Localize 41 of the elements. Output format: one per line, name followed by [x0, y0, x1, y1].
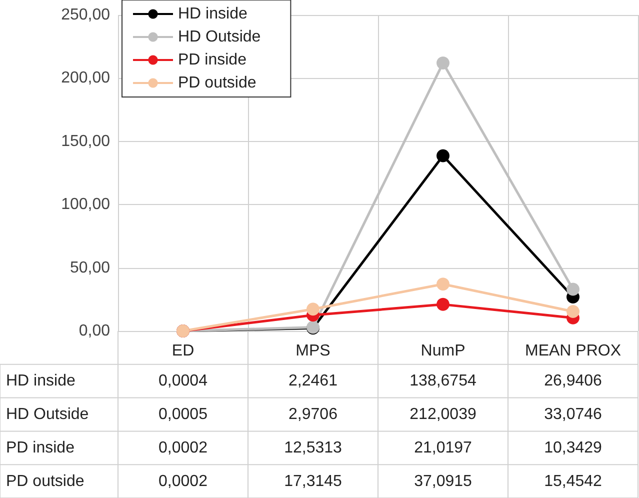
y-tick-label: 100,00: [61, 196, 110, 214]
data-label: 33,0746: [544, 406, 602, 423]
x-tick-label: NumP: [420, 342, 466, 360]
point: [436, 56, 450, 70]
y-tick-label: 200,00: [61, 70, 110, 87]
data-label: 15,4542: [544, 472, 602, 490]
data-label: 21,0197: [414, 439, 472, 456]
point: [436, 278, 450, 291]
point: [436, 298, 450, 311]
data-label: 0,0002: [158, 439, 208, 456]
point: [566, 282, 580, 296]
data-label: 2,2461: [288, 372, 338, 390]
text: HD inside: [6, 372, 76, 390]
data-label: 37,0915: [414, 472, 472, 490]
point: [436, 149, 450, 162]
text: PD inside: [6, 439, 74, 456]
x-tick-label: ED: [172, 342, 194, 360]
data-label: 12,5313: [284, 439, 342, 456]
legend-label: HD Outside: [178, 28, 261, 46]
y-tick-label: 150,00: [61, 132, 110, 150]
y-tick-label: 50,00: [70, 259, 110, 276]
point: [306, 302, 320, 316]
text: PD outside: [6, 472, 84, 490]
data-label: 17,3145: [284, 472, 342, 490]
legend-label: HD inside: [178, 6, 248, 22]
y-tick-label: 0,00: [78, 322, 110, 340]
text: HD Outside: [6, 406, 89, 423]
data-label: 2,9706: [288, 406, 338, 423]
point: [566, 304, 580, 318]
data-label: 10,3429: [544, 439, 602, 456]
y-tick-label: 250,00: [61, 6, 110, 24]
data-label: 26,9406: [544, 372, 602, 390]
data-label: 0,0004: [158, 372, 208, 390]
data-label: 0,0002: [158, 472, 208, 490]
legend-label: PD outside: [178, 74, 256, 92]
data-label: 212,0039: [410, 406, 476, 423]
legend-label: PD inside: [178, 52, 247, 68]
data-label: 0,0005: [158, 406, 208, 423]
x-tick-label: MEAN PROX: [524, 342, 622, 360]
data-label: 138,6754: [410, 372, 476, 390]
x-tick-label: MPS: [296, 342, 330, 360]
